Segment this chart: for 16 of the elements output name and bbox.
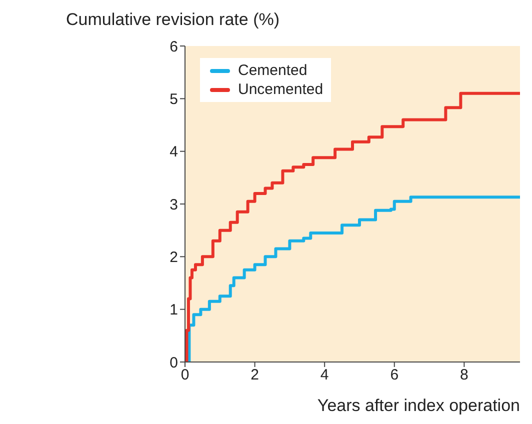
- y-tick-label: 5: [170, 90, 178, 108]
- y-axis-title: Cumulative revision rate (%): [66, 10, 280, 30]
- legend-label: Uncemented: [237, 80, 324, 99]
- legend-label: Cemented: [237, 61, 308, 80]
- y-tick-label: 1: [170, 302, 178, 319]
- x-tick-label: 4: [320, 366, 329, 384]
- y-tick-label: 0: [170, 354, 178, 372]
- x-tick-label: 8: [460, 366, 468, 384]
- y-tick-label: 3: [170, 196, 178, 214]
- x-tick-label: 0: [180, 366, 190, 384]
- x-tick-label: 2: [250, 366, 259, 384]
- y-tick-label: 2: [170, 248, 178, 266]
- x-axis-title: Years after index operation: [317, 396, 520, 416]
- y-tick-label: 6: [170, 38, 178, 56]
- x-tick-label: 6: [390, 366, 399, 384]
- y-tick-label: 4: [170, 144, 178, 161]
